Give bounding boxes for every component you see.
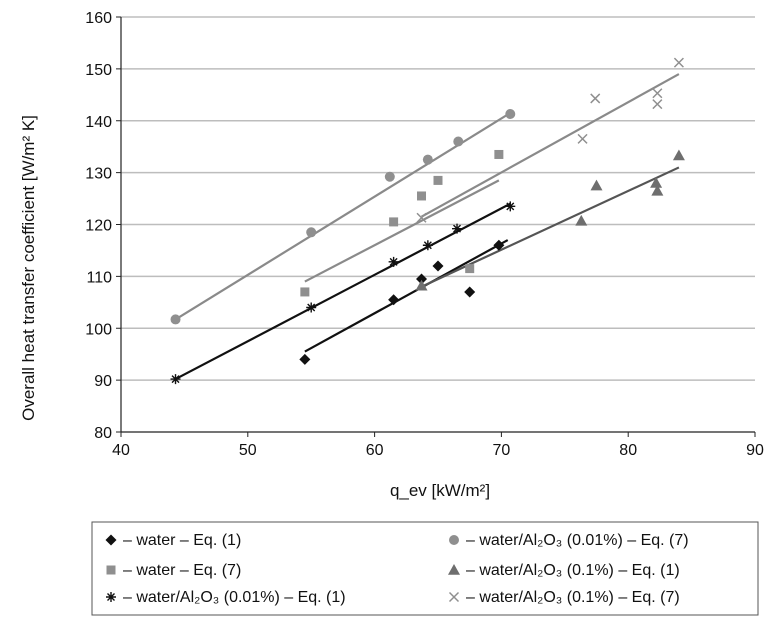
data-point-x bbox=[416, 212, 427, 223]
legend-box bbox=[91, 521, 759, 616]
data-point-diamond bbox=[464, 286, 476, 298]
trend-line bbox=[421, 166, 680, 288]
legend-label: – water/Al₂O₃ (0.1%) – Eq. (1) bbox=[466, 562, 680, 579]
grid-lines bbox=[121, 16, 755, 381]
data-point-star bbox=[170, 374, 181, 385]
y-tick-label: 120 bbox=[85, 218, 112, 235]
data-point-circle bbox=[505, 109, 516, 120]
data-point-x bbox=[652, 88, 663, 99]
y-tick-label: 90 bbox=[94, 373, 112, 390]
data-point-circle bbox=[170, 314, 181, 325]
y-tick-label: 130 bbox=[85, 166, 112, 183]
x-tick-label: 50 bbox=[239, 442, 257, 459]
data-points bbox=[170, 57, 685, 385]
data-point-circle bbox=[422, 154, 433, 165]
data-point-diamond bbox=[388, 294, 400, 306]
legend: – water – Eq. (1) – water/Al₂O₃ (0.01%) –… bbox=[91, 521, 759, 616]
y-tick-labels: 80 90 100 110 120 130 140 150 160 bbox=[85, 10, 112, 442]
trend-lines bbox=[174, 73, 680, 381]
data-point-triangle bbox=[590, 179, 603, 191]
trend-line bbox=[174, 112, 511, 321]
data-point-circle bbox=[453, 136, 464, 147]
x-tick-labels: 40 50 60 70 80 90 bbox=[112, 442, 764, 459]
x-tick-label: 60 bbox=[366, 442, 384, 459]
y-tick-label: 150 bbox=[85, 62, 112, 79]
data-point-square bbox=[433, 175, 443, 185]
x-tick-label: 40 bbox=[112, 442, 130, 459]
data-point-triangle bbox=[415, 279, 428, 291]
legend-marker-diamond bbox=[105, 534, 117, 546]
trend-line bbox=[304, 239, 509, 353]
data-point-square bbox=[300, 287, 310, 297]
data-point-square bbox=[417, 191, 427, 201]
legend-marker-x bbox=[448, 591, 460, 603]
y-tick-label: 100 bbox=[85, 321, 112, 338]
legend-label: – water – Eq. (7) bbox=[123, 562, 241, 579]
legend-label: – water/Al₂O₃ (0.1%) – Eq. (7) bbox=[466, 589, 680, 606]
data-point-diamond bbox=[493, 239, 505, 251]
legend-label: – water/Al₂O₃ (0.01%) – Eq. (7) bbox=[466, 532, 689, 549]
data-point-star bbox=[306, 302, 317, 313]
data-point-square bbox=[494, 149, 504, 159]
y-tick-label: 80 bbox=[94, 425, 112, 442]
data-point-triangle bbox=[575, 214, 588, 226]
data-point-triangle bbox=[672, 149, 685, 161]
data-point-star bbox=[422, 240, 433, 251]
data-point-x bbox=[652, 99, 663, 110]
trend-line bbox=[420, 73, 680, 218]
data-point-x bbox=[577, 133, 588, 144]
data-point-diamond bbox=[416, 273, 428, 285]
x-axis-label: q_ev [kW/m²] bbox=[390, 481, 490, 500]
data-point-star bbox=[452, 223, 463, 234]
y-tick-label: 160 bbox=[85, 10, 112, 27]
data-point-diamond bbox=[299, 353, 311, 365]
x-tick-label: 70 bbox=[493, 442, 511, 459]
data-point-triangle bbox=[651, 184, 664, 196]
data-point-diamond bbox=[432, 260, 444, 272]
y-tick-label: 110 bbox=[86, 269, 112, 286]
x-tick-label: 90 bbox=[746, 442, 764, 459]
data-point-square bbox=[465, 264, 475, 274]
legend-label: – water/Al₂O₃ (0.01%) – Eq. (1) bbox=[123, 589, 346, 606]
data-point-star bbox=[505, 201, 516, 212]
y-tick-label: 140 bbox=[85, 114, 112, 131]
legend-label: – water – Eq. (1) bbox=[123, 532, 241, 549]
data-point-circle bbox=[384, 171, 395, 182]
legend-marker-circle bbox=[449, 535, 459, 545]
data-point-triangle bbox=[650, 177, 663, 188]
data-point-star bbox=[388, 256, 399, 267]
y-axis-label: Overall heat transfer coefficient [W/m² … bbox=[19, 115, 38, 421]
axes bbox=[116, 16, 756, 437]
data-point-circle bbox=[306, 227, 317, 238]
data-point-square bbox=[389, 217, 399, 227]
legend-marker-triangle bbox=[448, 564, 460, 575]
legend-marker-star bbox=[106, 592, 116, 602]
data-point-x bbox=[590, 93, 601, 104]
data-point-x bbox=[673, 57, 684, 68]
trend-line bbox=[304, 179, 500, 283]
x-tick-label: 80 bbox=[619, 442, 637, 459]
legend-marker-square bbox=[106, 565, 116, 575]
trend-line bbox=[175, 202, 511, 381]
